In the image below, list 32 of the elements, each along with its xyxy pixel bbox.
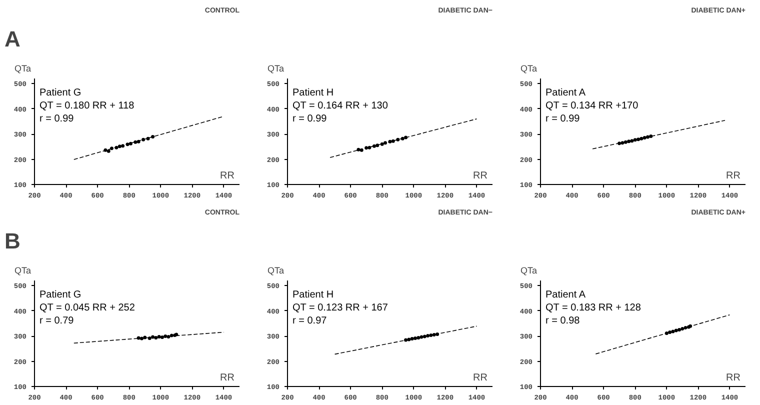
chart-subtitle: A (4, 26, 20, 52)
y-axis-title: QTa (268, 266, 284, 276)
annotation: r = 0.99 (292, 114, 328, 124)
annotation: Patient H (292, 88, 334, 98)
y-axis-title: QTa (520, 64, 538, 74)
x-axis-title: RR (473, 372, 488, 384)
chart-subtitle: B (4, 228, 20, 254)
annotation: r = 0.99 (546, 114, 580, 124)
annotation: Patient A (546, 290, 586, 300)
x-axis-title: RR (726, 170, 741, 182)
annotation: r = 0.98 (546, 316, 580, 326)
annotation: QT = 0.180 RR + 118 (40, 100, 135, 112)
annotation: QT = 0.183 RR + 128 (546, 302, 642, 314)
x-axis-title: RR (726, 372, 741, 384)
annotation: QT = 0.045 RR + 252 (40, 302, 136, 314)
x-axis-title: RR (473, 170, 488, 182)
annotation: Patient A (546, 88, 586, 98)
annotation: r = 0.79 (40, 316, 74, 326)
y-axis-title: QTa (520, 266, 538, 276)
y-axis-title: QTa (268, 64, 284, 74)
y-axis-title: QTa (14, 64, 32, 74)
annotation: QT = 0.164 RR + 130 (292, 100, 388, 112)
annotation: Patient H (292, 290, 334, 300)
x-axis-title: RR (220, 170, 235, 182)
annotation: Patient G (40, 290, 82, 300)
annotation: QT = 0.123 RR + 167 (292, 302, 388, 314)
annotation: Patient G (40, 88, 82, 98)
annotation: r = 0.97 (292, 316, 328, 326)
y-axis-title: QTa (14, 266, 32, 276)
x-axis-title: RR (220, 372, 235, 384)
annotation: r = 0.99 (40, 114, 74, 124)
annotation: QT = 0.134 RR +170 (546, 100, 639, 112)
